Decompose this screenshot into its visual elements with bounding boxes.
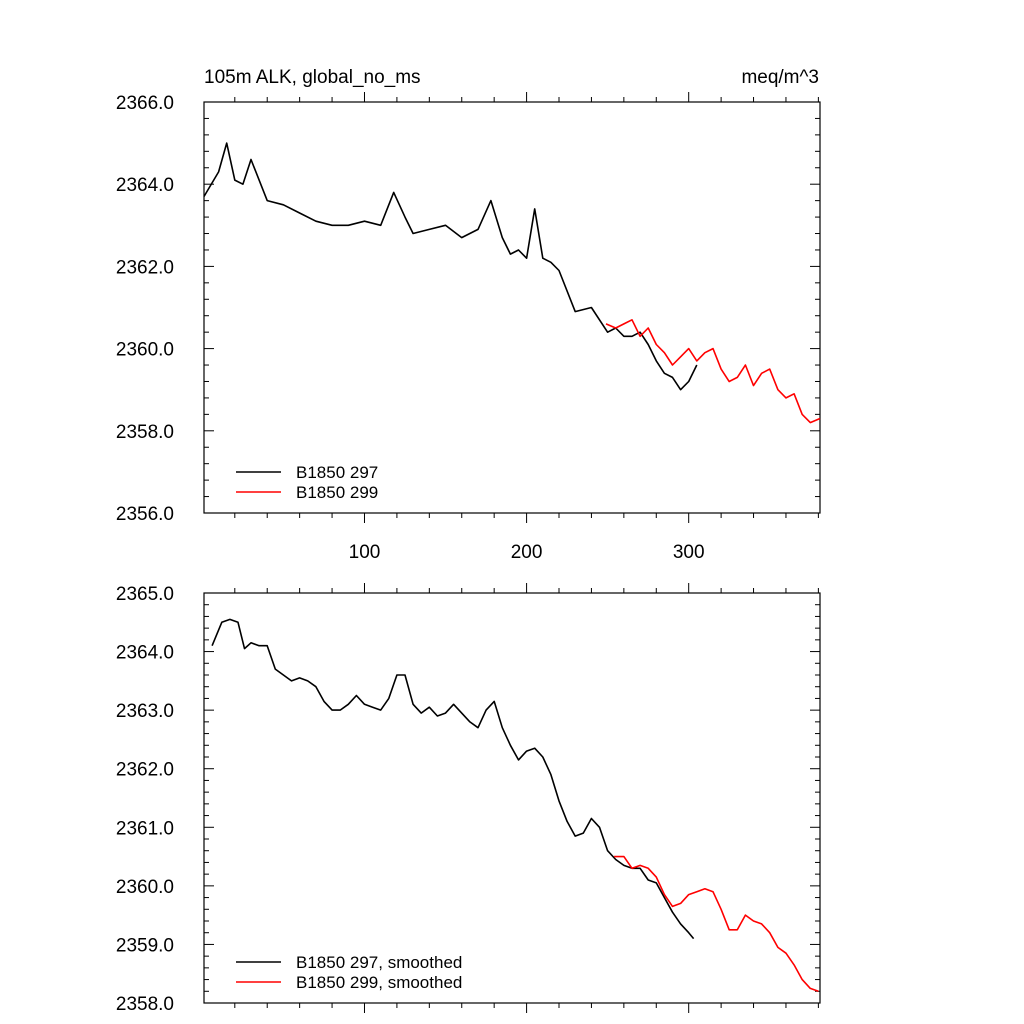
y-tick-label: 2359.0 xyxy=(116,935,174,956)
legend-label-b1850-297-smoothed: B1850 297, smoothed xyxy=(296,953,462,972)
y-tick-label: 2363.0 xyxy=(116,701,174,722)
y-tick-label: 2362.0 xyxy=(116,760,174,781)
plot-frame xyxy=(203,101,821,514)
bottom-panel: 2358.0 2359.0 2360.0 2361.0 2362.0 2363.0 2364… xyxy=(116,583,821,1015)
y-tick-label: 2356.0 xyxy=(116,504,174,525)
y-tick-label: 2358.0 xyxy=(116,422,174,443)
panel-title-left: 105m ALK, global_no_ms xyxy=(204,67,421,88)
series-line-b1850-297 xyxy=(203,142,698,391)
y-tick-label: 2358.0 xyxy=(116,994,174,1015)
y-tick-label: 2364.0 xyxy=(116,175,174,196)
series-line-b1850-297-smoothed xyxy=(211,618,695,940)
y-tick-label: 2366.0 xyxy=(116,93,174,114)
legend: B1850 297, smoothed B1850 299, smoothed xyxy=(236,953,462,992)
y-tick-label: 2361.0 xyxy=(116,818,174,839)
y-tick-label: 2360.0 xyxy=(116,877,174,898)
x-tick-label: 200 xyxy=(511,542,543,563)
y-tick-label: 2365.0 xyxy=(116,584,174,605)
top-panel: 105m ALK, global_no_ms meq/m^3 2356.0 235… xyxy=(116,67,821,563)
y-tick-label: 2360.0 xyxy=(116,340,174,361)
legend: B1850 297 B1850 299 xyxy=(236,463,378,502)
y-tick-label: 2362.0 xyxy=(116,257,174,278)
x-tick-label: 300 xyxy=(673,542,705,563)
y-tick-label: 2364.0 xyxy=(116,643,174,664)
plot-frame xyxy=(203,592,821,1004)
x-tick-label: 100 xyxy=(349,542,381,563)
legend-label-b1850-299: B1850 299 xyxy=(296,483,378,502)
panel-title-right: meq/m^3 xyxy=(741,67,819,88)
series-line-b1850-299-smoothed xyxy=(614,855,819,993)
legend-label-b1850-297: B1850 297 xyxy=(296,463,378,482)
series-line-b1850-299 xyxy=(605,318,821,424)
legend-label-b1850-299-smoothed: B1850 299, smoothed xyxy=(296,973,462,992)
